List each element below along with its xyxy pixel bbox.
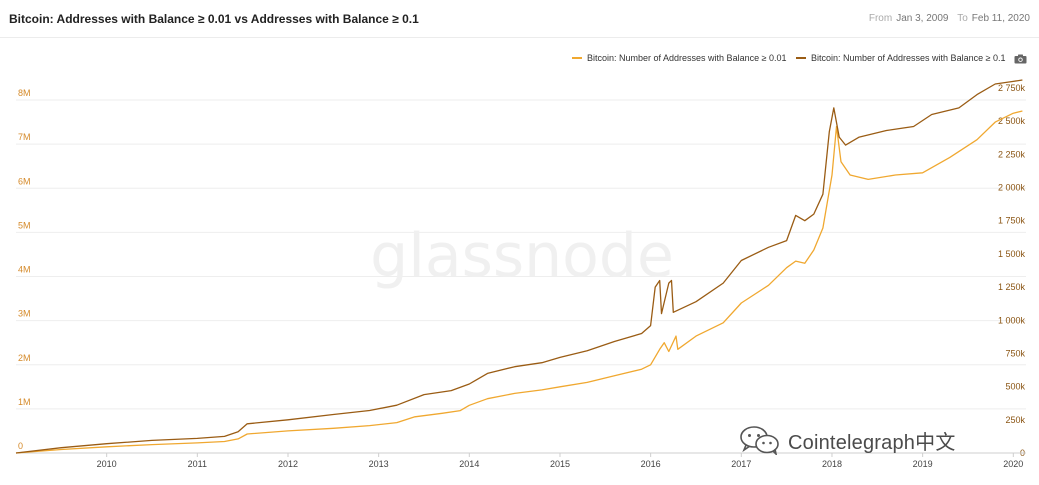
y-right-tick-label: 250k [1005,415,1025,425]
series-line-1 [15,110,1023,454]
legend-item-series1[interactable]: Bitcoin: Number of Addresses with Balanc… [572,53,787,63]
x-tick-label: 2020 [1003,459,1023,469]
y-right-tick-label: 1 000k [998,315,1026,325]
x-tick-label: 2013 [369,459,389,469]
x-tick-label: 2010 [97,459,117,469]
chart-grid [16,99,1026,454]
y-left-tick-label: 7M [18,132,31,142]
from-label: From [868,13,893,24]
camera-icon[interactable] [1014,54,1027,64]
chart-lines [15,79,1023,454]
series-line-2 [15,79,1023,454]
chart-header: Bitcoin: Addresses with Balance ≥ 0.01 v… [0,0,1039,38]
x-tick-label: 2018 [822,459,842,469]
legend-item-series2[interactable]: Bitcoin: Number of Addresses with Balanc… [796,53,1006,63]
x-tick-label: 2019 [913,459,933,469]
from-date[interactable]: Jan 3, 2009 [896,13,949,24]
y-left-tick-label: 3M [18,309,31,319]
x-tick-label: 2016 [641,459,661,469]
chart-legend: Bitcoin: Number of Addresses with Balanc… [0,53,1039,67]
y-right-tick-label: 500k [1005,382,1025,392]
y-left-tick-label: 8M [18,88,31,98]
y-right-tick-label: 2 500k [998,116,1026,126]
y-right-tick-label: 1 250k [998,282,1026,292]
y-right-tick-label: 2 750k [998,83,1026,93]
y-left-tick-label: 6M [18,176,31,186]
overlay-text: Cointelegraph中文 [788,431,956,454]
legend-label-series1: Bitcoin: Number of Addresses with Balanc… [587,53,787,63]
to-date[interactable]: Feb 11, 2020 [971,13,1030,24]
y-right-tick-label: 1 500k [998,249,1026,259]
x-tick-label: 2017 [731,459,751,469]
y-left-tick-label: 4M [18,265,31,275]
x-tick-label: 2012 [278,459,298,469]
y-right-tick-label: 1 750k [998,216,1026,226]
y-left-tick-label: 5M [18,220,31,230]
legend-swatch-series1 [572,56,582,59]
y-left-tick-label: 2M [18,353,31,363]
date-range: From Jan 3, 2009 To Feb 11, 2020 [863,13,1030,24]
legend-swatch-series2 [796,56,806,59]
chart-title: Bitcoin: Addresses with Balance ≥ 0.01 v… [9,12,419,26]
x-tick-label: 2015 [550,459,570,469]
wechat-icon [740,426,779,455]
y-right-tick-label: 2 000k [998,183,1026,193]
y-right-tick-label: 750k [1005,348,1025,358]
y-left-tick-label: 1M [18,397,31,407]
x-tick-label: 2014 [459,459,479,469]
y-right-tick-label: 2 250k [998,149,1026,159]
x-tick-label: 2011 [188,459,207,469]
cointelegraph-overlay: Cointelegraph中文 [738,425,956,455]
to-label: To [957,13,968,24]
y-left-tick-label: 0 [18,441,23,451]
watermark-text: glassnode [370,221,674,291]
legend-label-series2: Bitcoin: Number of Addresses with Balanc… [811,53,1006,63]
